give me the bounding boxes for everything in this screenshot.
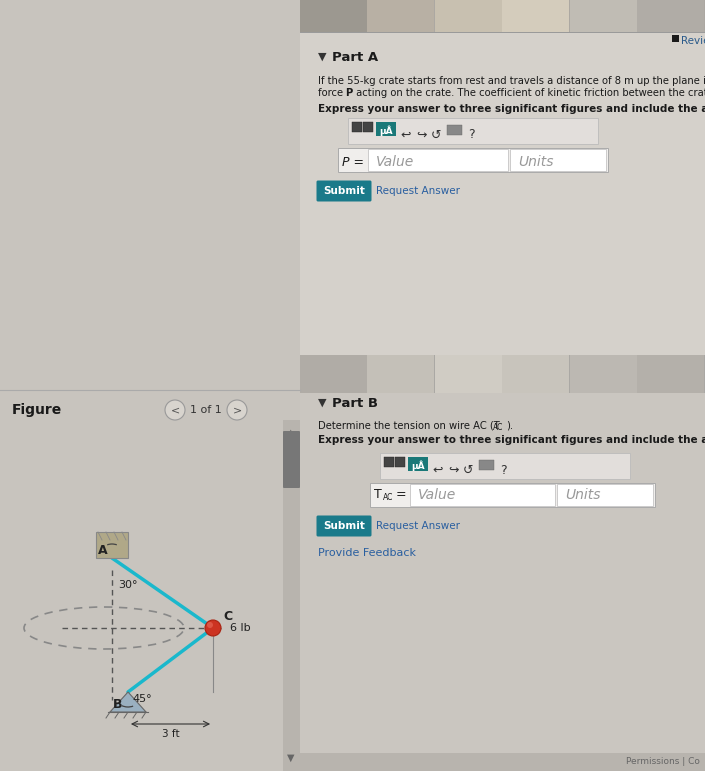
FancyBboxPatch shape [283,431,300,488]
Text: 30°: 30° [118,580,137,590]
FancyBboxPatch shape [410,484,555,506]
Text: B: B [113,698,122,711]
FancyBboxPatch shape [570,0,637,32]
FancyBboxPatch shape [435,0,502,32]
FancyBboxPatch shape [502,355,569,393]
FancyBboxPatch shape [510,149,606,171]
FancyBboxPatch shape [348,118,598,144]
FancyBboxPatch shape [0,0,300,771]
Text: Units: Units [518,155,553,169]
Text: Request Answer: Request Answer [376,521,460,531]
FancyBboxPatch shape [446,124,462,134]
Text: =: = [396,489,407,501]
Text: Units: Units [565,488,601,502]
FancyBboxPatch shape [338,148,608,172]
Text: ↪: ↪ [448,463,458,476]
Text: <: < [171,405,180,415]
Text: Request Answer: Request Answer [376,186,460,196]
Text: Value: Value [376,155,415,169]
Text: ↩: ↩ [432,463,443,476]
Text: ↺: ↺ [431,129,441,142]
FancyBboxPatch shape [570,355,637,393]
FancyBboxPatch shape [300,0,705,32]
Text: A: A [99,544,108,557]
Text: Permissions | Co: Permissions | Co [626,757,700,766]
Text: Submit: Submit [323,521,365,531]
FancyBboxPatch shape [367,355,434,393]
Text: ↪: ↪ [416,129,427,142]
FancyBboxPatch shape [300,355,705,393]
FancyBboxPatch shape [384,457,394,467]
Circle shape [205,620,221,636]
Text: If the 55-kg crate starts from rest and travels a distance of 8 m up the plane i: If the 55-kg crate starts from rest and … [318,76,705,86]
FancyBboxPatch shape [317,516,372,537]
FancyBboxPatch shape [370,483,655,507]
FancyBboxPatch shape [502,0,569,32]
Text: ▼: ▼ [287,753,295,763]
Text: Value: Value [418,488,456,502]
Text: >: > [233,405,242,415]
Text: Figure: Figure [12,403,62,417]
FancyBboxPatch shape [637,355,704,393]
FancyBboxPatch shape [479,460,494,470]
FancyBboxPatch shape [300,390,705,771]
Text: μÂ: μÂ [379,126,393,136]
Text: ?: ? [500,463,507,476]
FancyBboxPatch shape [352,122,362,132]
Circle shape [227,400,247,420]
FancyBboxPatch shape [300,355,367,393]
Text: Review: Review [681,36,705,46]
FancyBboxPatch shape [283,420,300,771]
Text: 6 lb: 6 lb [230,623,250,633]
Text: C: C [223,610,232,623]
Text: T: T [374,489,381,501]
Text: ).: ). [506,421,513,431]
FancyBboxPatch shape [300,0,705,390]
FancyBboxPatch shape [367,0,434,32]
FancyBboxPatch shape [380,453,630,479]
FancyBboxPatch shape [300,0,367,32]
Text: ↺: ↺ [463,463,474,476]
Polygon shape [110,692,146,712]
Text: ?: ? [468,129,474,142]
FancyBboxPatch shape [395,457,405,467]
Text: 3 ft: 3 ft [161,729,179,739]
Text: 1 of 1: 1 of 1 [190,405,222,415]
Text: Part A: Part A [332,51,378,64]
Text: Express your answer to three significant figures and include the appropriate uni: Express your answer to three significant… [318,104,705,114]
Text: AC: AC [383,493,393,503]
Text: acting on the crate. The coefficient of kinetic friction between the crate and t: acting on the crate. The coefficient of … [353,88,705,98]
Text: P: P [345,88,352,98]
FancyBboxPatch shape [376,122,396,136]
Text: force: force [318,88,346,98]
Text: ▲: ▲ [287,428,295,438]
FancyBboxPatch shape [637,0,704,32]
FancyBboxPatch shape [300,753,705,771]
Text: Provide Feedback: Provide Feedback [318,548,416,558]
FancyBboxPatch shape [408,457,428,471]
Circle shape [207,622,213,628]
Text: ▼: ▼ [318,398,326,408]
Text: ↩: ↩ [400,129,410,142]
Text: Part B: Part B [332,397,378,410]
FancyBboxPatch shape [363,122,373,132]
Text: Determine the tension on wire AC (T: Determine the tension on wire AC (T [318,421,500,431]
FancyBboxPatch shape [672,35,679,42]
Text: Submit: Submit [323,186,365,196]
Text: μÂ: μÂ [411,461,425,471]
Text: P =: P = [342,156,364,169]
Text: ▼: ▼ [318,52,326,62]
FancyBboxPatch shape [435,355,502,393]
FancyBboxPatch shape [96,532,128,558]
Circle shape [165,400,185,420]
FancyBboxPatch shape [317,180,372,201]
FancyBboxPatch shape [557,484,653,506]
Text: AC: AC [493,423,503,432]
FancyBboxPatch shape [368,149,508,171]
Text: Express your answer to three significant figures and include the appropriate uni: Express your answer to three significant… [318,435,705,445]
Text: 45°: 45° [132,694,152,704]
